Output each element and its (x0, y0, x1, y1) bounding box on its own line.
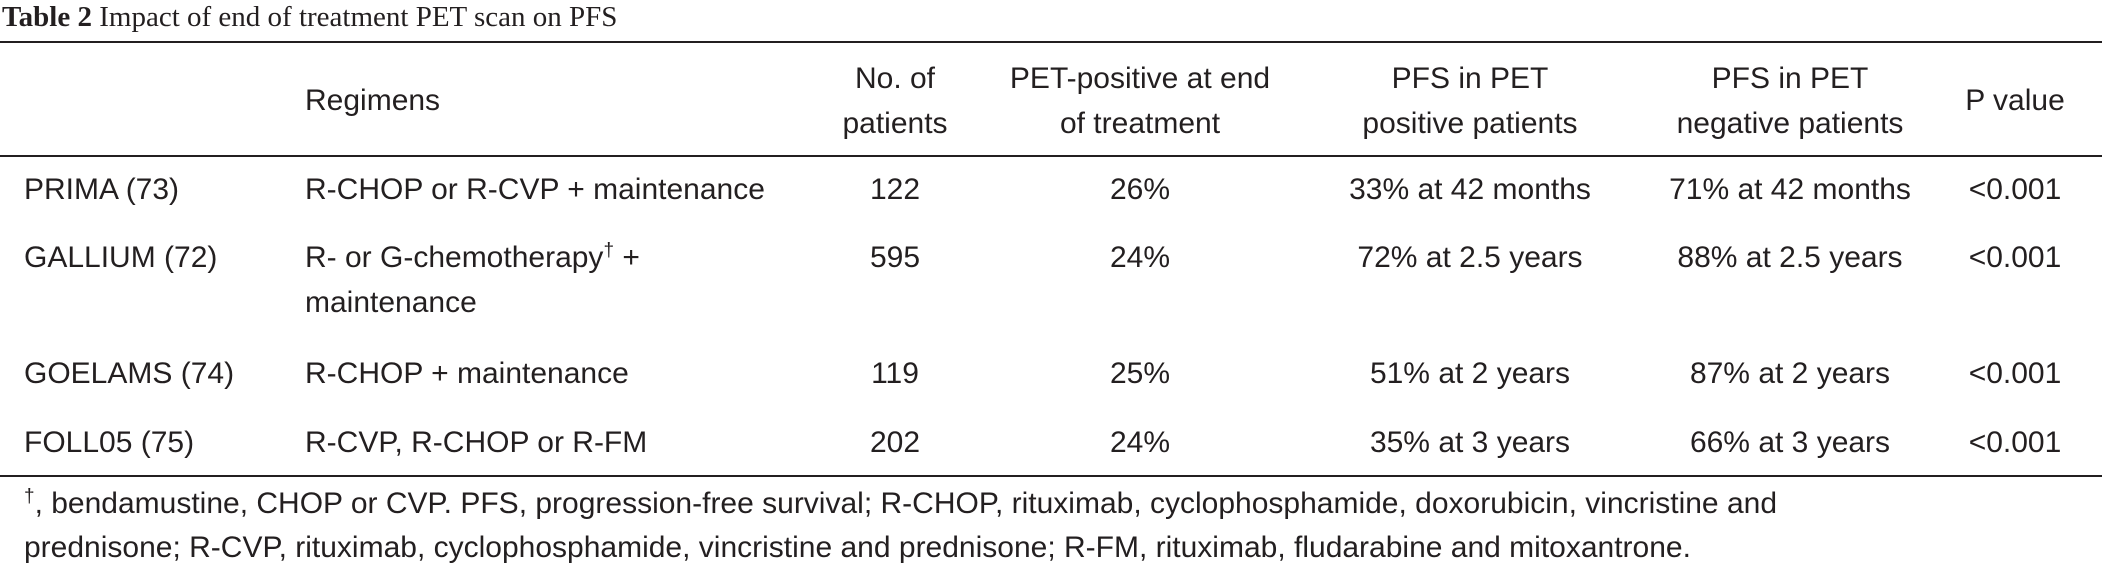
table-header-rule (0, 155, 2102, 157)
table-row-pet-positive: 26% (1109, 173, 1171, 206)
regimen-text: R- or G-chemotherapy (305, 241, 604, 274)
table-bottom-rule (0, 475, 2102, 477)
table-row-pet-positive: 24% (1109, 241, 1171, 274)
table-row-patients: 122 (869, 173, 921, 206)
table-row-pet-positive: 24% (1109, 426, 1171, 459)
table-row-p-value: <0.001 (1968, 426, 2062, 459)
table-row-pfs-positive: 51% at 2 years (1369, 357, 1571, 390)
footnote-text-line1: , bendamustine, CHOP or CVP. PFS, progre… (34, 487, 1778, 520)
header-pfs-negative-line2: negative patients (1676, 107, 1904, 140)
header-pfs-positive: PFS in PET positive patients (1290, 56, 1650, 146)
table-row-study: GOELAMS (74) (24, 357, 235, 390)
table-row-pfs-positive: 35% at 3 years (1369, 426, 1571, 459)
footnote-dagger-mark: † (24, 486, 35, 507)
table-row-pet-positive: 25% (1109, 357, 1171, 390)
table-row-pfs-negative: 66% at 3 years (1689, 426, 1891, 459)
dagger-footnote-mark: † (603, 240, 615, 261)
header-pfs-positive-line1: PFS in PET (1391, 62, 1549, 95)
table-row-study: FOLL05 (75) (24, 426, 195, 459)
table-caption-label: Table 2 (2, 1, 92, 33)
table-row-study: GALLIUM (72) (24, 241, 218, 274)
table-top-rule (0, 41, 2102, 43)
footnote-line1: †, bendamustine, CHOP or CVP. PFS, progr… (24, 482, 2084, 526)
header-pet-positive-line1: PET-positive at end (1009, 62, 1271, 95)
table-row-patients: 595 (869, 241, 921, 274)
table-row-pfs-positive: 72% at 2.5 years (1357, 241, 1583, 274)
table-row-pfs-negative: 88% at 2.5 years (1677, 241, 1903, 274)
table-row-p-value: <0.001 (1968, 173, 2062, 206)
table-row-regimen: R-CVP, R-CHOP or R-FM (305, 426, 648, 459)
table-caption: Table 2 Impact of end of treatment PET s… (2, 0, 617, 34)
header-patients-line2: patients (842, 107, 948, 140)
table-row-p-value: <0.001 (1968, 241, 2062, 274)
table-row-p-value: <0.001 (1968, 357, 2062, 390)
table-caption-title: Impact of end of treatment PET scan on P… (99, 1, 618, 33)
header-regimens: Regimens (305, 84, 441, 117)
header-pfs-negative: PFS in PET negative patients (1640, 56, 1940, 146)
footnote-text-line2: prednisone; R-CVP, rituximab, cyclophosp… (24, 531, 1691, 564)
header-pet-positive: PET-positive at end of treatment (990, 56, 1290, 146)
table-row-regimen-line2: maintenance (305, 286, 477, 319)
table-row-pfs-positive: 33% at 42 months (1349, 173, 1591, 206)
header-patients: No. of patients (800, 56, 990, 146)
table-row-patients: 202 (869, 426, 921, 459)
table-footnote: †, bendamustine, CHOP or CVP. PFS, progr… (24, 482, 2084, 570)
header-pet-positive-line2: of treatment (1059, 107, 1221, 140)
table-row-regimen: R-CHOP or R-CVP + maintenance (305, 173, 765, 206)
table-row-regimen: R-CHOP + maintenance (305, 357, 629, 390)
table-row-pfs-negative: 87% at 2 years (1689, 357, 1891, 390)
table-row-patients: 119 (871, 357, 919, 390)
table-row-regimen: R- or G-chemotherapy† + maintenance (305, 235, 640, 325)
table-row-pfs-negative: 71% at 42 months (1669, 173, 1911, 206)
header-p-value: P value (1965, 84, 2065, 117)
header-pfs-negative-line1: PFS in PET (1711, 62, 1869, 95)
table-row-study: PRIMA (73) (24, 173, 180, 206)
header-patients-line1: No. of (854, 62, 936, 95)
header-pfs-positive-line2: positive patients (1362, 107, 1578, 140)
table-row-regimen-line1: R- or G-chemotherapy† + (305, 235, 640, 280)
regimen-text-tail: + (614, 241, 640, 274)
